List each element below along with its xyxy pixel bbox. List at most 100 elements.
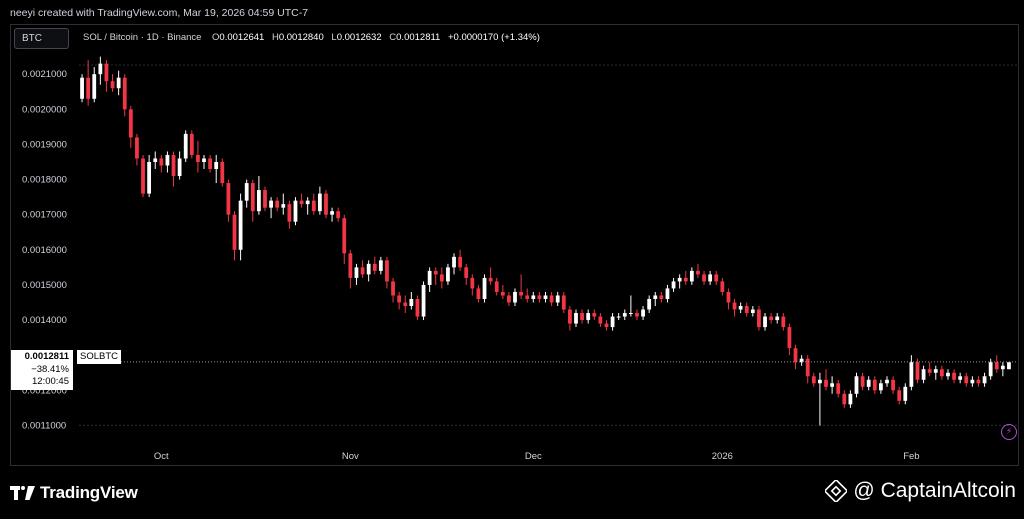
candle-body — [891, 379, 895, 391]
candle-body — [726, 291, 731, 303]
candle-body — [446, 267, 450, 282]
candle-body — [336, 211, 341, 219]
candle-body — [866, 379, 871, 387]
candle-body — [409, 298, 414, 307]
candle-body — [665, 288, 670, 299]
replay-icon[interactable]: ⚡ — [1001, 424, 1017, 440]
candle-body — [305, 200, 310, 205]
candle-body — [561, 295, 566, 310]
candle-body — [988, 362, 993, 377]
candle-body — [116, 77, 121, 89]
candle-body — [708, 274, 713, 282]
candle-body — [677, 277, 682, 282]
candle-body — [952, 372, 956, 380]
candle-body — [732, 302, 737, 310]
candle-body — [360, 267, 365, 275]
candle-body — [439, 274, 444, 282]
candle-body — [458, 256, 463, 268]
candle-body — [391, 281, 395, 296]
candle-body — [696, 270, 700, 275]
chart-caption: neeyi created with TradingView.com, Mar … — [10, 7, 309, 19]
candle-body — [287, 204, 292, 222]
candle-body — [885, 379, 889, 384]
candle-body — [141, 158, 145, 194]
candle-body — [738, 306, 743, 310]
candle-body — [250, 183, 255, 212]
candle-body — [958, 376, 963, 380]
candle-body — [202, 158, 206, 162]
candle-body — [970, 379, 975, 384]
candle-body — [836, 383, 841, 394]
candle-body — [604, 323, 609, 328]
candle-body — [372, 263, 377, 271]
candle-body — [488, 277, 493, 282]
open-label: O — [212, 32, 220, 43]
low-value: 0.0012632 — [336, 32, 382, 43]
candle-body — [903, 386, 908, 401]
candle-body — [482, 277, 487, 299]
y-tick-label: 0.0015000 — [22, 280, 67, 291]
y-tick-label: 0.0016000 — [22, 245, 67, 256]
candle-body — [403, 302, 408, 307]
candle-body — [647, 298, 652, 310]
candle-body — [378, 260, 383, 271]
y-tick-label: 0.0012000 — [22, 385, 67, 396]
candle-body — [330, 211, 334, 215]
candle-body — [397, 295, 402, 303]
candle-body — [939, 369, 944, 377]
candle-body — [549, 295, 554, 303]
candle-body — [1007, 362, 1011, 370]
candle-body — [476, 288, 481, 299]
candle-body — [153, 158, 158, 162]
candle-body — [519, 291, 523, 296]
open-value: 0.0012641 — [219, 32, 265, 43]
candle-body — [354, 267, 359, 278]
candle-body — [720, 281, 725, 292]
y-tick-label: 0.0021000 — [22, 69, 67, 80]
binance-diamond-icon — [825, 480, 848, 502]
candle-body — [421, 284, 426, 317]
candle-body — [750, 309, 755, 314]
candle-body — [671, 281, 676, 289]
candle-body — [98, 63, 103, 75]
candle-body — [470, 277, 475, 289]
candle-body — [799, 358, 804, 363]
candle-body — [159, 158, 164, 166]
candle-body — [537, 295, 542, 299]
candle-body — [927, 369, 932, 373]
candle-body — [366, 263, 371, 275]
candle-body — [744, 306, 749, 314]
candle-body — [293, 200, 298, 222]
candle-body — [622, 313, 627, 317]
candle-body — [110, 81, 115, 89]
candle-body — [769, 316, 774, 321]
candle-body — [507, 295, 511, 303]
candle-body — [189, 133, 194, 155]
candle-body — [555, 295, 560, 303]
symbol-search-box[interactable]: BTC — [14, 28, 69, 49]
bar-countdown: 12:00:45 — [32, 376, 69, 387]
candle-body — [525, 295, 530, 299]
candle-body — [92, 74, 97, 99]
candle-body — [787, 327, 792, 349]
candle-body — [238, 200, 243, 250]
candle-body — [513, 291, 517, 303]
candle-body — [909, 362, 914, 387]
last-price-change: −38.41% — [31, 363, 69, 375]
change-value: +0.0000170 (+1.34%) — [447, 32, 540, 43]
candle-body — [104, 63, 109, 82]
y-tick-label: 0.0014000 — [22, 315, 67, 326]
candle-body — [921, 369, 926, 380]
chart-panel[interactable]: 0.00110000.00120000.00130000.00140000.00… — [10, 24, 1019, 466]
candle-body — [263, 190, 267, 208]
candle-body — [122, 77, 127, 110]
last-price-value: 0.0012811 — [24, 351, 69, 362]
candle-body — [342, 218, 347, 254]
candle-body — [86, 77, 91, 99]
candle-body — [616, 316, 621, 318]
watermark: @ CaptainAltcoin — [825, 479, 1016, 503]
y-tick-label: 0.0019000 — [22, 139, 67, 150]
candle-body — [757, 309, 761, 328]
candlestick-chart[interactable]: 0.00110000.00120000.00130000.00140000.00… — [11, 25, 1018, 465]
candle-body — [842, 393, 847, 405]
